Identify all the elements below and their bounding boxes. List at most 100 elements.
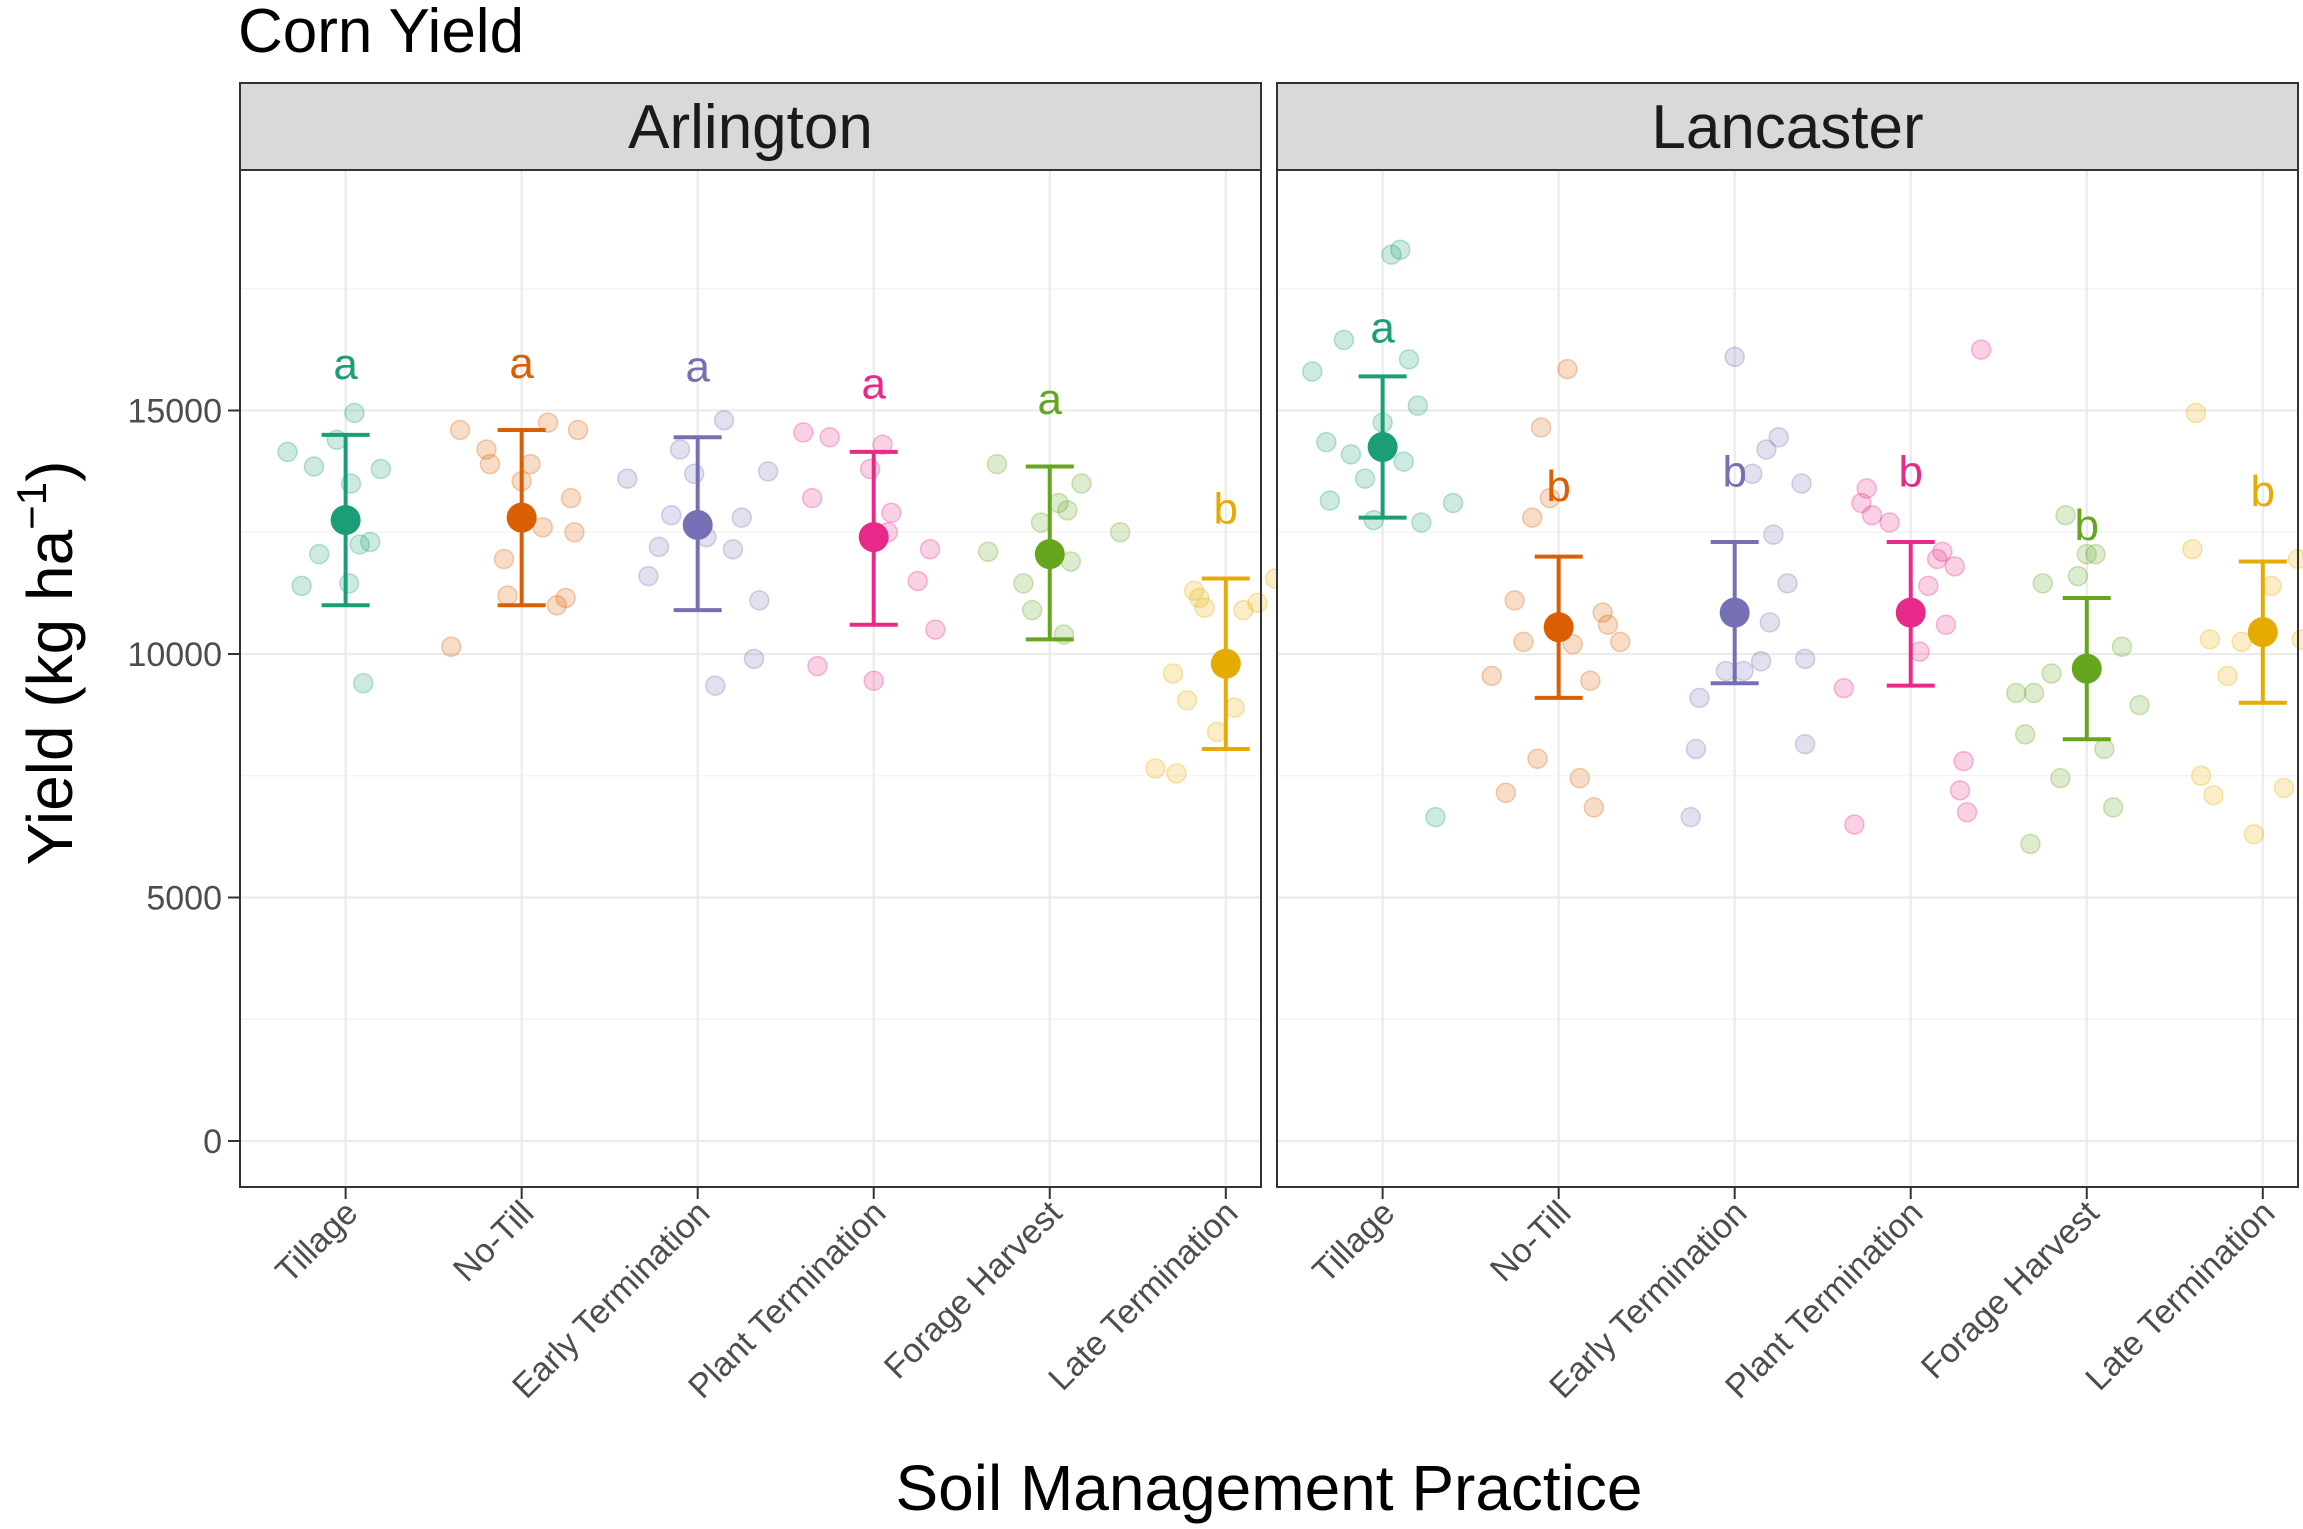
- data-point: [2203, 784, 2224, 806]
- data-point: [881, 502, 902, 524]
- mean-point: [858, 522, 889, 553]
- mean-point: [2071, 653, 2102, 684]
- x-tick-label: Forage Harvest: [877, 1193, 1070, 1386]
- data-point: [1833, 677, 1855, 699]
- error-bar-group: b: [2238, 467, 2287, 705]
- data-point: [925, 619, 946, 640]
- strip-label: Arlington: [628, 93, 873, 162]
- data-point: [2199, 629, 2221, 650]
- data-point: [2076, 543, 2098, 565]
- data-point: [449, 419, 471, 441]
- data-point: [1861, 504, 1883, 526]
- data-point: [617, 468, 638, 489]
- data-point: [476, 439, 497, 460]
- data-point: [2190, 765, 2212, 786]
- data-point: [2023, 682, 2045, 704]
- data-point: [683, 463, 705, 485]
- data-point: [661, 504, 682, 526]
- x-tick-label: No-Till: [1483, 1194, 1578, 1289]
- data-point: [370, 458, 392, 480]
- data-point: [1162, 663, 1184, 684]
- data-point: [2014, 724, 2036, 745]
- data-point: [1756, 439, 1777, 460]
- data-point: [338, 573, 360, 594]
- data-point: [2261, 575, 2282, 597]
- data-point: [1539, 487, 1561, 509]
- mean-point: [1367, 432, 1398, 463]
- y-axis: 0 5000 10000 15000: [127, 393, 240, 1161]
- data-point: [493, 548, 515, 570]
- data-point: [1425, 806, 1446, 828]
- data-point: [567, 419, 589, 441]
- data-point: [1791, 473, 1812, 494]
- x-axis-title: Soil Management Practice: [895, 1452, 1642, 1524]
- data-point: [2217, 665, 2238, 687]
- data-point: [291, 575, 312, 597]
- data-point: [360, 531, 381, 553]
- data-point: [1583, 797, 1605, 818]
- data-point: [1932, 541, 1953, 562]
- mean-point: [1034, 539, 1065, 570]
- mean-point: [1210, 648, 1241, 679]
- panel-arlington: Arlington a a a a a b: [239, 82, 1303, 1188]
- data-point: [1247, 592, 1268, 614]
- data-point: [1166, 763, 1187, 784]
- data-point: [277, 441, 298, 463]
- significance-letter: b: [2251, 467, 2275, 516]
- data-point: [1381, 244, 1402, 265]
- data-point: [1777, 573, 1798, 594]
- data-point: [819, 427, 840, 448]
- y-axis-title: Yield (kg ha−1): [8, 461, 86, 866]
- data-point: [497, 585, 518, 606]
- data-point: [1750, 651, 1772, 672]
- data-point: [546, 595, 568, 616]
- data-point: [705, 675, 726, 696]
- data-point: [793, 422, 814, 443]
- data-point: [1393, 451, 1414, 472]
- data-point: [344, 402, 365, 424]
- data-point: [1340, 444, 1362, 465]
- data-point: [1794, 648, 1816, 670]
- significance-letter: b: [1898, 447, 1922, 496]
- data-point: [1610, 631, 1631, 653]
- data-point: [1495, 782, 1517, 804]
- error-bar-group: b: [1534, 462, 1583, 700]
- data-point: [2231, 631, 2252, 653]
- mean-point: [1895, 597, 1926, 628]
- data-point: [743, 648, 765, 670]
- data-point: [1844, 814, 1865, 835]
- data-point: [1768, 427, 1789, 448]
- mean-point: [330, 505, 361, 536]
- mean-point: [1543, 612, 1574, 643]
- error-bar-group: b: [2062, 501, 2111, 742]
- data-point: [1733, 660, 1754, 682]
- significance-letter: a: [1038, 375, 1063, 424]
- data-point: [2094, 738, 2115, 760]
- y-tick-label: 15000: [127, 393, 222, 431]
- panel-lancaster: Lancaster a b b b b b: [1276, 82, 2303, 1188]
- data-point: [1530, 417, 1552, 438]
- strip-background: [239, 82, 1262, 171]
- data-point: [2085, 543, 2106, 565]
- data-point: [1176, 690, 1198, 711]
- significance-letter: a: [333, 340, 358, 389]
- data-point: [1363, 509, 1385, 531]
- data-point: [1504, 590, 1525, 611]
- data-point: [2273, 777, 2295, 799]
- panel-border: [239, 169, 1262, 1188]
- data-point: [1724, 346, 1745, 368]
- data-point: [731, 507, 752, 528]
- significance-letter: a: [861, 360, 886, 409]
- y-tick-label: 0: [203, 1123, 222, 1161]
- panel-background: [1277, 170, 2298, 1187]
- data-point: [520, 453, 541, 475]
- mean-point: [506, 502, 537, 533]
- data-point: [713, 409, 735, 431]
- data-point: [1851, 492, 1872, 514]
- panels: Arlington a a a a a b Lancaster a b b b b b: [239, 82, 2303, 1188]
- data-point: [564, 522, 585, 543]
- data-point: [1856, 478, 1877, 499]
- data-point: [1557, 358, 1578, 380]
- y-tick-label: 10000: [127, 636, 222, 674]
- data-point: [859, 458, 881, 480]
